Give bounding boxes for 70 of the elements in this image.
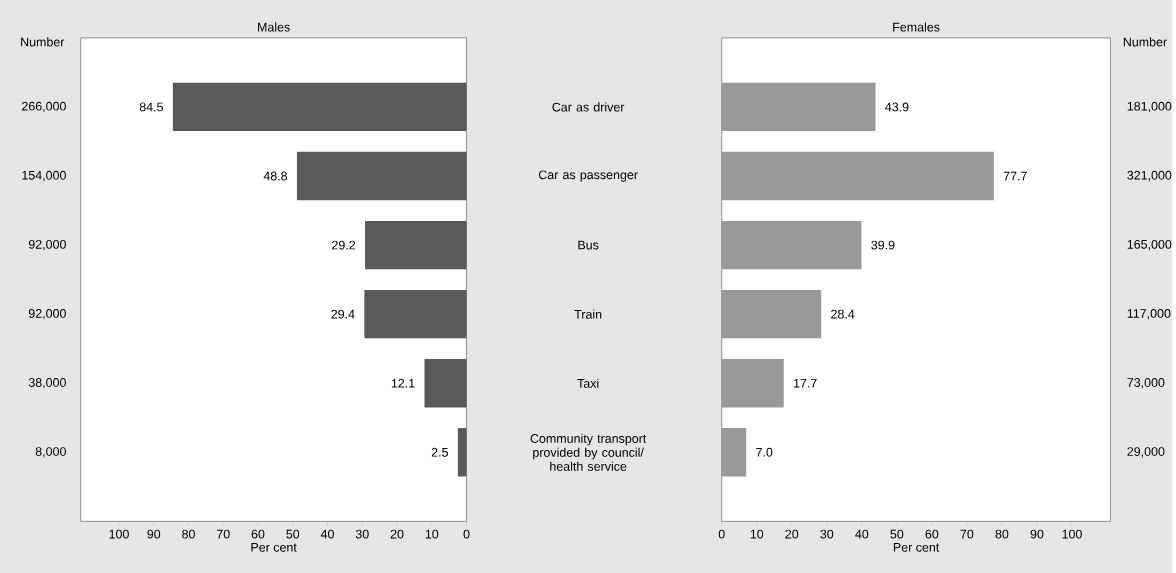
x-axis-title: Per cent — [251, 542, 297, 552]
text: 73,000 — [1127, 377, 1165, 389]
x-tick-label: 60 — [251, 529, 265, 539]
bar — [172, 82, 467, 132]
data-label: 17.7 — [794, 378, 817, 388]
y2-axis-title: Number — [1123, 37, 1167, 47]
x-tick-label: 20 — [390, 529, 404, 539]
text: 321,000 — [1127, 170, 1172, 182]
x-tick-label: 40 — [320, 529, 334, 539]
bar — [457, 428, 467, 477]
data-label: 29.4 — [331, 309, 355, 319]
x-tick-label: 80 — [995, 529, 1009, 539]
bar — [365, 220, 467, 270]
bar — [721, 82, 876, 132]
data-label: 28.4 — [831, 309, 855, 319]
bar — [364, 289, 467, 339]
chart-title: Males — [258, 22, 290, 32]
data-label: 12.1 — [391, 378, 415, 388]
x-tick-label: 20 — [785, 529, 799, 539]
y-axis-title: Number — [21, 37, 65, 47]
bar — [721, 220, 862, 270]
bar — [424, 358, 467, 408]
text: 29,000 — [1127, 447, 1165, 458]
y-tick-label: 8,000 — [35, 447, 66, 458]
data-label: 2.5 — [431, 447, 448, 457]
x-tick-label: 50 — [286, 529, 300, 539]
y-tick-label: 38,000 — [28, 377, 66, 389]
bar — [296, 151, 467, 201]
y-tick-label: 154,000 — [22, 170, 66, 182]
y-tick-label: Car as passenger — [538, 170, 638, 182]
y-tick-label: Train — [574, 309, 602, 319]
data-label: 7.0 — [756, 447, 773, 457]
x-axis-title: Per cent — [893, 542, 940, 552]
data-label: 77.7 — [1003, 171, 1027, 181]
y-tick-label: Car as driver — [552, 102, 625, 112]
bar — [721, 151, 994, 201]
x-tick-label: 90 — [147, 529, 161, 539]
text: 165,000 — [1127, 239, 1172, 251]
y-tick-label: 266,000 — [22, 101, 66, 113]
text: 117,000 — [1127, 308, 1171, 320]
data-label: 39.9 — [871, 240, 895, 250]
bar — [721, 428, 747, 477]
x-tick-label: 90 — [1030, 529, 1044, 539]
y-tick-label: Bus — [578, 240, 599, 250]
x-tick-label: 80 — [182, 529, 195, 539]
data-label: 84.5 — [139, 102, 163, 112]
text: 181,000 — [1127, 101, 1172, 113]
x-tick-label: 10 — [750, 529, 764, 539]
x-tick-label: 30 — [355, 529, 369, 539]
x-tick-label: 30 — [820, 529, 834, 539]
y-tick-label: 92,000 — [28, 308, 66, 320]
chart-title: Females — [893, 22, 940, 32]
bar — [721, 289, 822, 339]
x-tick-label: 10 — [425, 529, 439, 539]
y-tick-label: Taxi — [577, 378, 599, 388]
x-tick-label: 40 — [855, 529, 869, 539]
x-tick-label: 70 — [216, 529, 230, 539]
data-label: 43.9 — [885, 102, 909, 112]
data-label: 29.2 — [332, 240, 356, 250]
x-tick-label: 60 — [925, 529, 939, 539]
x-tick-label: 100 — [109, 529, 129, 539]
x-tick-label: 70 — [960, 529, 974, 539]
x-tick-label: 0 — [718, 529, 725, 539]
y-tick-label: 92,000 — [28, 239, 66, 251]
bar — [721, 358, 784, 408]
data-label: 48.8 — [263, 171, 288, 181]
y-tick-label: Community transport provided by council/ health service — [530, 433, 647, 471]
x-tick-label: 0 — [463, 529, 470, 539]
x-tick-label: 100 — [1062, 529, 1082, 539]
x-tick-label: 50 — [890, 529, 904, 539]
